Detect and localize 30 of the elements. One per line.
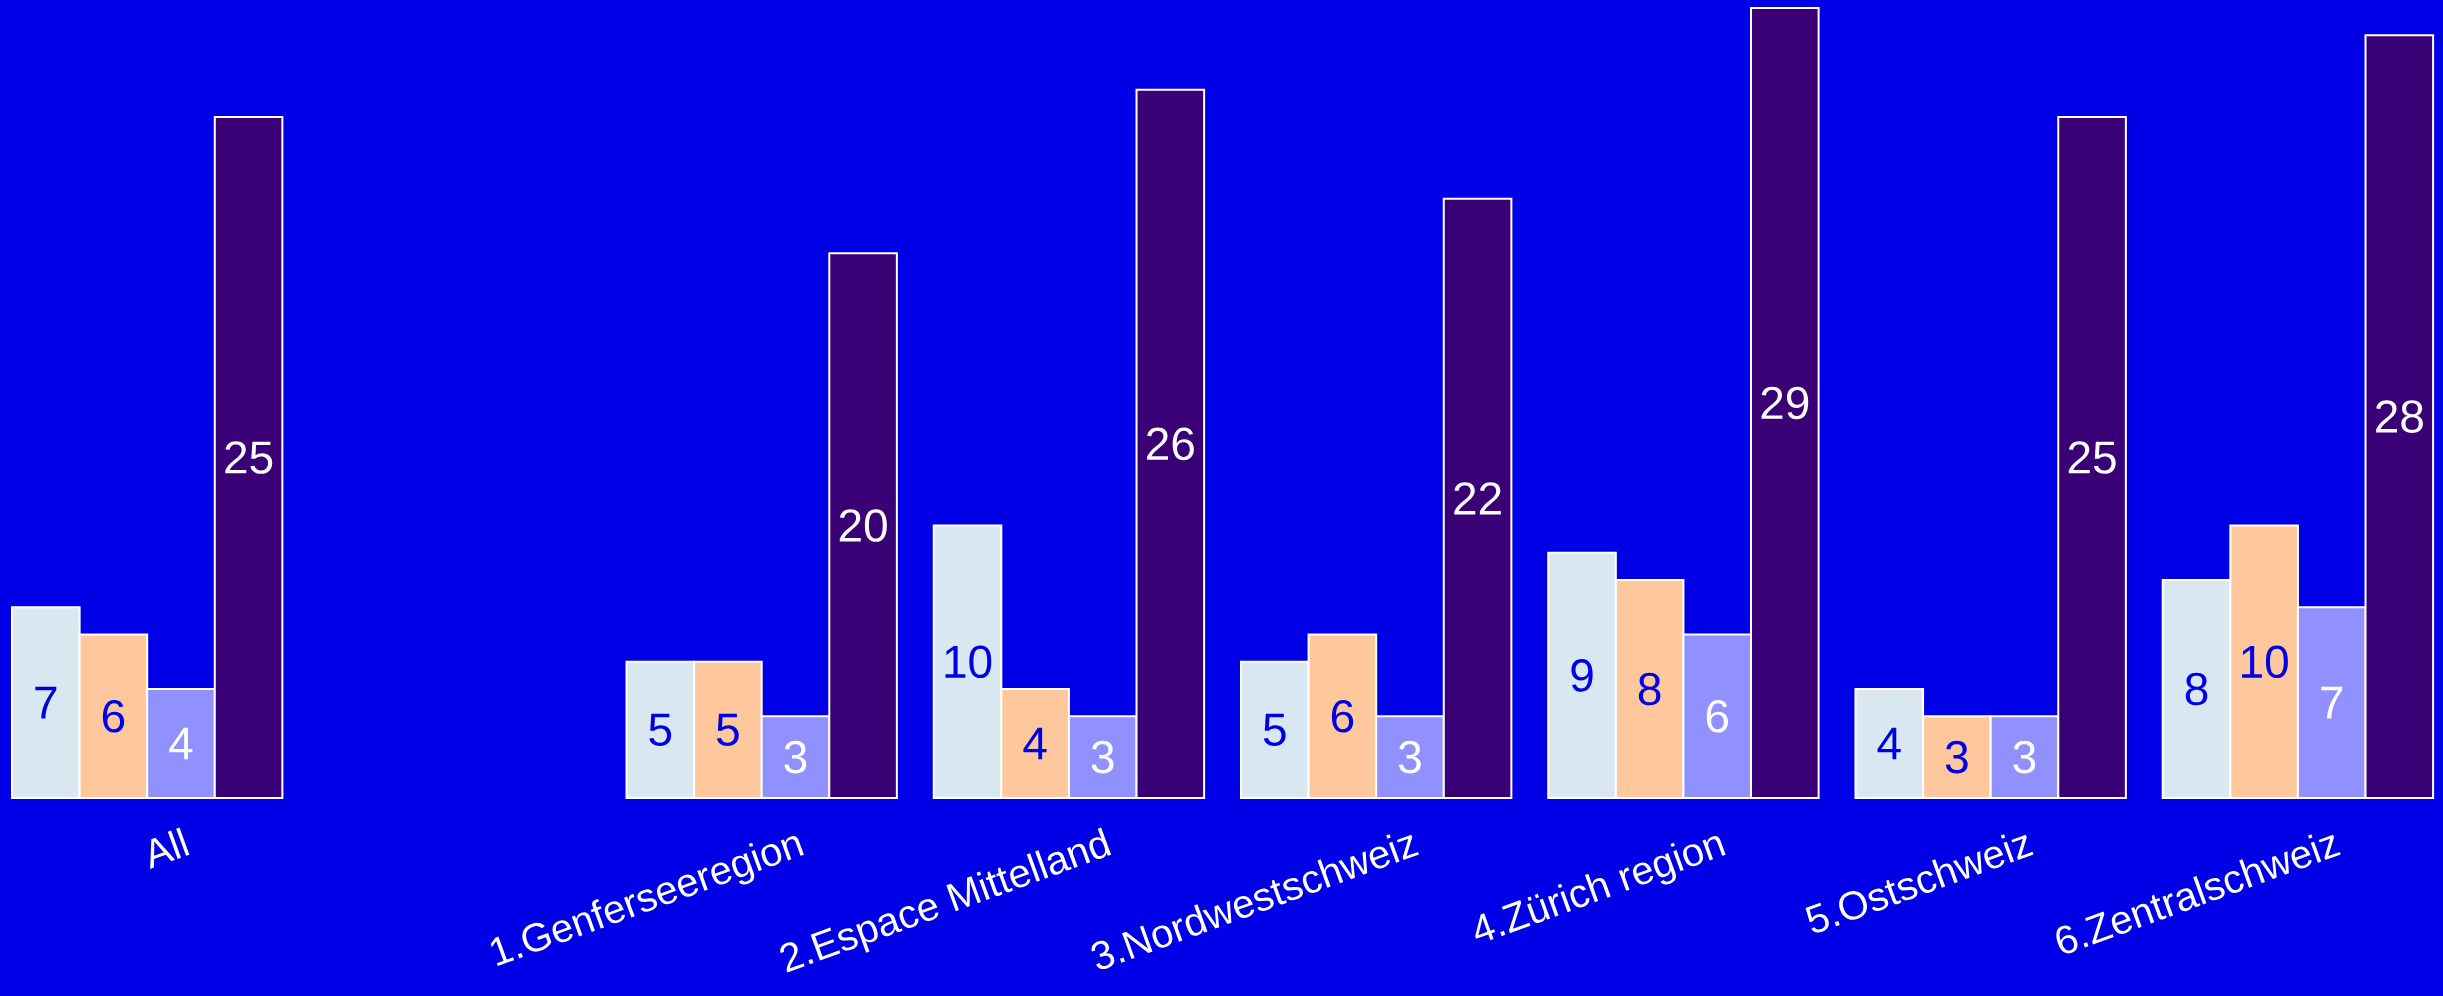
data-label: 10 <box>945 645 992 679</box>
data-label: 10 <box>2242 645 2288 679</box>
data-label: 7 <box>2321 686 2343 719</box>
data-label: 5 <box>649 713 672 746</box>
data-label: 28 <box>2376 400 2423 433</box>
x-tick-label: 4.Zürich region <box>1475 836 1726 941</box>
data-label: 3 <box>2013 740 2036 774</box>
data-label: 25 <box>2068 441 2116 474</box>
data-label: 5 <box>1263 713 1286 746</box>
data-label: 3 <box>1398 740 1421 774</box>
data-label: 7 <box>35 686 57 719</box>
data-label: 22 <box>1454 482 1501 515</box>
data-label: 3 <box>1945 740 1968 774</box>
data-label: 25 <box>225 441 273 474</box>
data-label: 29 <box>1761 386 1809 420</box>
data-label: 26 <box>1147 427 1194 461</box>
data-label: 3 <box>784 740 807 774</box>
data-label: 4 <box>1023 727 1047 760</box>
data-label: 4 <box>1877 727 1901 760</box>
data-label: 20 <box>839 509 887 542</box>
x-tick-label: All <box>150 827 190 869</box>
data-label: 4 <box>169 727 193 760</box>
data-label: 8 <box>2185 672 2208 706</box>
data-label: 6 <box>1331 699 1354 733</box>
data-label: 5 <box>716 713 739 746</box>
data-label: 3 <box>1091 740 1114 774</box>
data-label: 9 <box>1571 659 1593 692</box>
data-label: 8 <box>1638 672 1661 706</box>
data-label: 6 <box>102 699 125 733</box>
data-label: 6 <box>1706 699 1728 733</box>
